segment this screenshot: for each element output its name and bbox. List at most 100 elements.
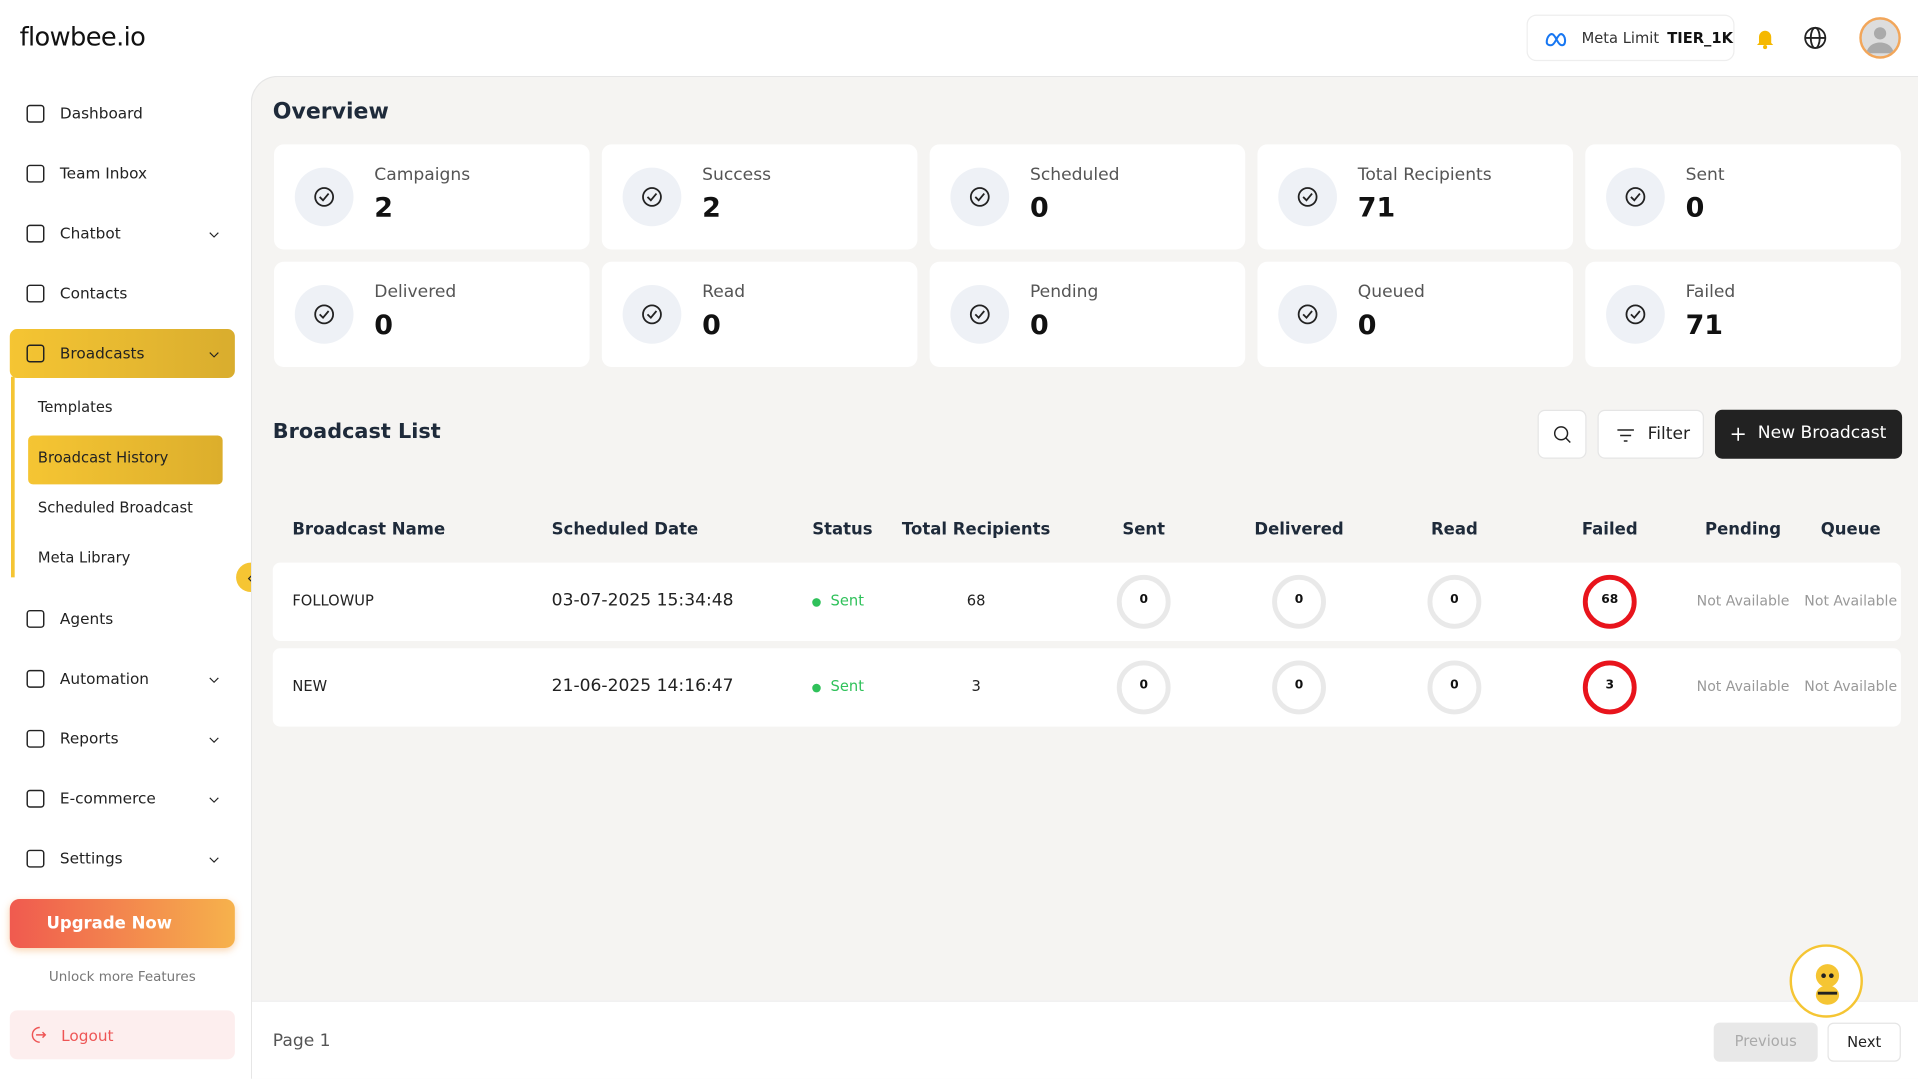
nav-item[interactable]: Agents [59,609,114,628]
cell: Not Available [1804,592,1898,610]
icon [24,608,46,630]
nav-item[interactable]: Reports [59,729,119,748]
icon-graphic [1866,27,1894,54]
icon [1804,954,1850,1013]
icon-graphic [1297,304,1318,325]
icon-graphic [26,669,45,688]
icon[interactable] [1802,24,1829,51]
icon-graphic [314,304,335,325]
upgrade-button[interactable]: Upgrade Now [9,899,235,948]
icon [24,788,46,810]
icon-graphic [26,849,45,868]
status-label: Sent [830,677,864,695]
assistant-bee[interactable] [1789,944,1863,1018]
status-dot [812,683,821,693]
count-value: 0 [1294,593,1304,607]
nav-item[interactable]: Contacts [59,283,128,303]
stat-icon-circle [950,285,1010,344]
stat-label: Total Recipients [1357,165,1492,185]
cell: 68 [966,592,986,610]
stat-value: 0 [1029,310,1049,342]
submenu-active-bg [28,435,223,485]
icon-graphic [1553,426,1571,444]
new-broadcast-button[interactable]: New Broadcast [1714,409,1903,459]
submenu-line [11,376,15,578]
icon [24,103,46,125]
stat-card: Read 0 [601,261,918,367]
submenu-item[interactable]: Meta Library [37,549,131,567]
nav-item[interactable]: E-commerce [59,788,156,808]
icon [311,301,338,328]
icon [1542,27,1569,51]
icon-graphic [26,609,45,628]
stat-icon-circle [1278,167,1337,227]
cell: 3 [971,677,981,695]
count-value: 3 [1605,678,1615,693]
icon [966,183,993,210]
stat-label: Success [702,165,772,185]
count-value: 0 [1450,678,1459,693]
icon-graphic [31,1026,47,1043]
column-header: Status [812,519,873,540]
stat-icon-circle [1606,167,1665,227]
stat-value: 71 [1685,310,1724,342]
nav-item[interactable]: Chatbot [59,223,121,243]
submenu-item[interactable]: Scheduled Broadcast [37,499,193,517]
filter-button[interactable]: Filter [1597,409,1704,459]
stat-icon-circle [294,285,354,344]
nav-item[interactable]: Dashboard [59,103,143,123]
stat-card: Queued 0 [1257,261,1574,367]
stat-card: Success 2 [601,144,918,250]
nav-item[interactable]: Broadcasts [59,343,145,363]
icon-graphic [1625,304,1646,325]
icon-graphic [1545,33,1567,47]
icon [1294,183,1321,210]
icon-graphic [26,104,45,123]
icon-graphic [642,187,662,207]
icon-graphic [1625,187,1646,207]
icon [24,342,46,364]
icon[interactable] [1753,24,1777,51]
stat-card: Failed 71 [1585,261,1901,367]
count-ring [1272,660,1326,715]
nav-item[interactable]: Team Inbox [59,163,148,183]
logout-button[interactable]: Logout [9,1010,235,1060]
stat-value: 71 [1357,193,1396,224]
icon-graphic [1731,427,1745,441]
count-ring [1582,574,1637,629]
stat-card: Campaigns 2 [273,144,590,250]
status-label: Sent [830,592,864,610]
cell: Not Available [1696,592,1790,610]
column-header: Sent [1122,519,1166,540]
stat-card: Sent 0 [1585,144,1901,250]
cell: Not Available [1696,677,1790,695]
icon [1551,423,1573,445]
cell: 21-06-2025 14:16:47 [551,676,734,697]
icon-graphic [26,789,45,808]
nav-item[interactable]: Settings [59,848,123,868]
icon-graphic [1756,30,1774,50]
stat-label: Scheduled [1029,165,1120,185]
submenu-item[interactable]: Templates [37,398,113,416]
icon-graphic [1617,429,1634,442]
column-header: Delivered [1254,519,1344,540]
icon [24,163,46,185]
stat-value: 2 [374,193,394,224]
icon [205,730,222,747]
stat-icon-circle [1278,285,1337,344]
submenu-item[interactable]: Broadcast History [37,448,169,467]
stat-value: 0 [702,310,721,342]
icon [1622,183,1649,210]
column-header: Total Recipients [901,519,1051,540]
avatar[interactable] [1859,17,1901,59]
next-button[interactable]: Next [1827,1022,1901,1062]
search-button[interactable] [1537,409,1587,459]
stat-card: Scheduled 0 [929,144,1246,250]
icon-graphic [209,232,219,238]
nav-item[interactable]: Automation [59,669,150,688]
count-ring [1116,660,1171,715]
icon [27,1024,49,1046]
stat-value: 2 [702,193,721,224]
icon-graphic [1804,26,1827,49]
previous-button[interactable]: Previous [1713,1022,1818,1062]
